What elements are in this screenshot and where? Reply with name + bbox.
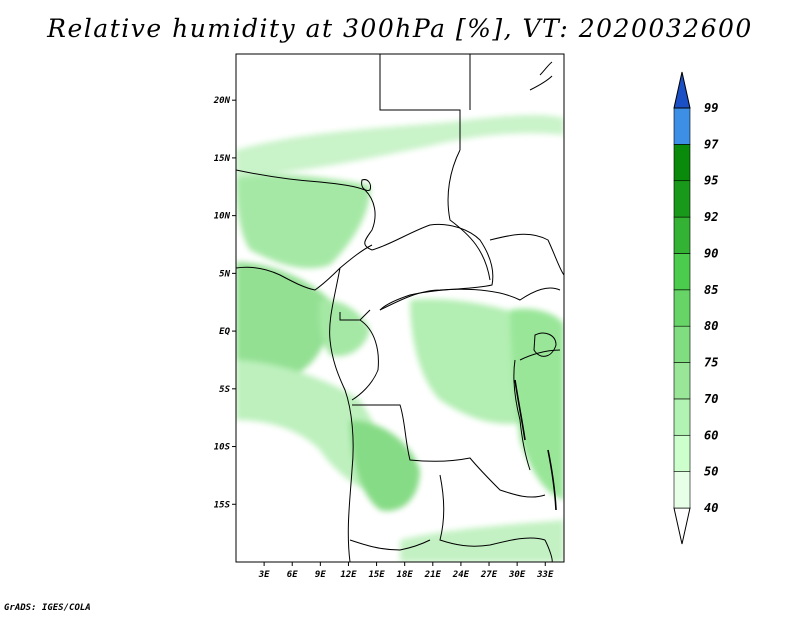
lon-label: 6E	[287, 570, 298, 580]
colorbar-box	[673, 107, 691, 145]
border-horn	[489, 233, 564, 276]
colorbar-label: 60	[704, 428, 718, 442]
lat-label: 15S	[214, 500, 231, 510]
lon-label: 27E	[480, 570, 498, 580]
colorbar: 40 50 60 70 75 80 85 90 92 95 97 99	[673, 71, 719, 545]
humidity-angola	[350, 420, 420, 511]
colorbar-box	[673, 325, 691, 363]
lat-label: 20N	[213, 96, 231, 106]
border-car	[371, 223, 494, 311]
lon-label: 3E	[258, 570, 270, 580]
humidity-east	[510, 308, 564, 500]
grads-credit: GrADS: IGES/COLA	[4, 603, 91, 613]
colorbar-box	[673, 362, 691, 400]
border-drc-west	[339, 309, 379, 401]
humidity-gulf	[236, 262, 331, 373]
colorbar-label: 50	[704, 465, 718, 479]
colorbar-top-triangle	[673, 71, 691, 109]
lon-label: 15E	[368, 570, 385, 580]
colorbar-box	[673, 289, 691, 327]
humidity-band-north	[236, 115, 564, 178]
colorbar-label: 92	[704, 210, 718, 224]
colorbar-label: 75	[704, 356, 718, 370]
colorbar-bottom-triangle	[673, 507, 691, 545]
lake-malawi	[547, 449, 557, 511]
colorbar-box	[673, 253, 691, 291]
lat-label: EQ	[219, 327, 230, 337]
humidity-west-africa	[236, 174, 371, 269]
colorbar-label: 80	[704, 319, 718, 333]
colorbar-label: 95	[704, 174, 718, 188]
colorbar-label: 40	[704, 501, 718, 515]
colorbar-label: 90	[704, 246, 718, 260]
lon-label: 33E	[536, 570, 554, 580]
colorbar-box	[673, 144, 691, 182]
border-chad-sudan	[379, 54, 491, 281]
colorbar-label: 70	[704, 392, 718, 406]
border-drc-angola	[352, 404, 546, 498]
border-east-lakes	[513, 349, 561, 471]
colorbar-label: 99	[704, 101, 718, 115]
lat-label: 10N	[214, 212, 231, 222]
colorbar-box	[673, 434, 691, 472]
lon-label: 18E	[397, 570, 414, 580]
country-borders	[236, 54, 564, 562]
lake-victoria	[533, 332, 557, 357]
longitude-labels: 3E 6E 9E 12E 15E 18E 21E 24E 27E 30E 33E	[258, 562, 554, 580]
colorbar-box	[673, 180, 691, 218]
colorbar-box	[673, 398, 691, 436]
humidity-cameroon	[319, 299, 370, 357]
border-drc-north	[379, 287, 561, 311]
lon-label: 21E	[424, 570, 442, 580]
lon-label: 24E	[452, 570, 470, 580]
red-sea-coast	[529, 61, 553, 91]
lat-label: 5N	[219, 269, 230, 279]
lake-tanganyika	[514, 379, 526, 441]
border-south	[349, 539, 431, 551]
lat-label: 10S	[214, 443, 231, 453]
colorbar-box	[673, 216, 691, 254]
chart-title: Relative humidity at 300hPa [%], VT: 202…	[47, 14, 753, 43]
lake-chad	[361, 179, 371, 191]
map-frame	[235, 53, 565, 563]
latitude-labels: 20N 15N 10N 5N EQ 5S 10S 15S	[213, 96, 236, 510]
lat-label: 15N	[214, 154, 231, 164]
colorbar-box	[673, 471, 691, 509]
border-zambia	[439, 474, 553, 562]
lon-label: 9E	[315, 570, 326, 580]
colorbar-label: 85	[704, 283, 718, 297]
lat-label: 5S	[219, 385, 230, 395]
humidity-field	[236, 115, 564, 562]
lon-label: 30E	[508, 570, 526, 580]
lon-label: 12E	[340, 570, 357, 580]
coastline	[236, 244, 373, 562]
humidity-south-band	[400, 520, 564, 562]
colorbar-label: 97	[704, 137, 719, 151]
